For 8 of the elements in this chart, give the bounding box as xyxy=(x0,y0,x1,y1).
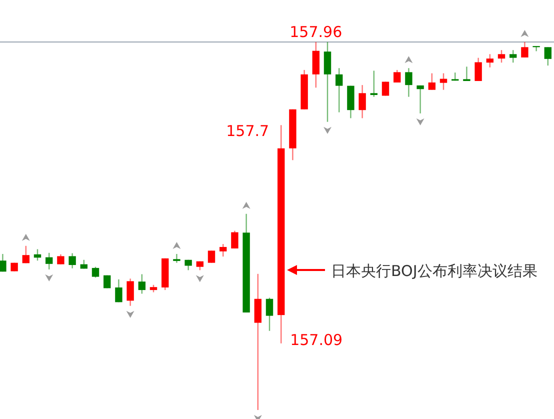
candlestick xyxy=(382,81,390,96)
annotation: 日本央行BOJ公布利率决议结果 xyxy=(331,262,538,280)
annotation: 157.09 xyxy=(290,331,343,350)
candlestick xyxy=(532,45,540,52)
candlestick xyxy=(173,253,180,264)
candlestick xyxy=(208,250,216,264)
text: 157.96 xyxy=(290,23,342,41)
annotation: 157.7 xyxy=(226,122,270,140)
